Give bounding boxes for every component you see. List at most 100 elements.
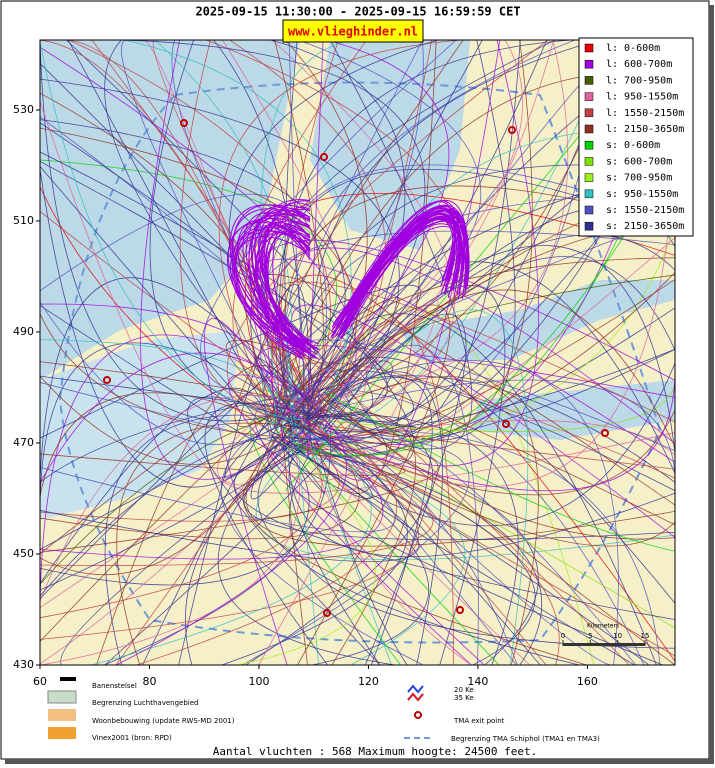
holding-track <box>343 208 469 331</box>
tma-exit-point <box>180 119 188 127</box>
flight-track <box>237 440 376 665</box>
flight-track <box>278 313 657 665</box>
flight-track <box>40 428 323 619</box>
flight-track <box>40 151 388 419</box>
holding-track <box>257 214 311 359</box>
title: 2025-09-15 11:30:00 - 2025-09-15 16:59:5… <box>195 5 520 19</box>
tma-exit-point <box>508 126 516 134</box>
flight-track <box>319 376 539 665</box>
water <box>470 380 675 440</box>
flight-track <box>279 40 539 467</box>
flight-track <box>309 163 675 449</box>
flight-track <box>40 297 400 555</box>
tma-exit-point <box>601 429 609 437</box>
legend-text: TMA exit point <box>453 717 505 725</box>
scale-bar <box>563 643 645 646</box>
shadow <box>5 759 714 764</box>
flight-track <box>289 445 675 649</box>
flight-track <box>270 439 543 665</box>
flight-track <box>267 247 675 449</box>
flight-track <box>299 369 675 492</box>
flight-track <box>283 425 635 665</box>
tma-exit-point <box>103 376 111 384</box>
holding-track <box>233 236 311 345</box>
flight-track <box>274 40 450 427</box>
legend-label: l: 700-950m <box>606 75 672 86</box>
holding-track <box>229 204 311 353</box>
flight-track <box>40 78 400 449</box>
flight-track <box>221 413 408 665</box>
flight-track <box>329 313 467 665</box>
flight-track <box>281 420 675 456</box>
flight-track <box>91 416 372 665</box>
flight-track <box>318 285 506 665</box>
flight-track <box>236 394 675 657</box>
flight-track <box>283 339 675 452</box>
flight-track <box>40 305 373 499</box>
scale-label: 10 <box>613 632 622 640</box>
legend-label: s: 1550-2150m <box>606 205 684 216</box>
flight-track <box>40 41 303 421</box>
tma-exit-point <box>456 606 464 614</box>
y-tick-label: 510 <box>13 214 34 227</box>
flight-track <box>222 40 368 437</box>
shadow <box>709 5 714 763</box>
flight-track <box>260 164 675 440</box>
flight-track <box>104 40 304 426</box>
flight-track <box>318 309 529 665</box>
flight-track <box>60 445 304 665</box>
badge <box>282 19 424 43</box>
flight-track <box>293 40 548 403</box>
legend-label: l: 600-700m <box>606 59 672 70</box>
legend-swatch <box>584 173 594 182</box>
flight-track <box>283 40 576 407</box>
holding-track <box>230 224 311 347</box>
flight-track <box>187 396 381 665</box>
tma-exit-point <box>323 609 331 617</box>
water <box>400 280 675 360</box>
holding-track <box>258 214 314 344</box>
flight-track <box>257 413 580 665</box>
legend-label: s: 0-600m <box>606 140 660 151</box>
flight-track <box>255 437 675 561</box>
y-tick-label: 490 <box>13 325 34 338</box>
flight-track <box>40 420 300 550</box>
legend-swatch <box>584 205 594 215</box>
map-legend: Banenstelsel Begrenzing Luchthavengebied… <box>47 677 600 743</box>
legend-swatch <box>584 157 594 166</box>
flight-track <box>257 230 675 412</box>
flight-track <box>40 398 384 560</box>
flight-track <box>311 375 675 483</box>
scale-title: Kilometers <box>587 623 619 630</box>
legend-text: Woonbebouwing (update RWS-MD 2001) <box>92 717 235 725</box>
flight-track <box>218 40 463 418</box>
scale-label: 0 <box>561 632 565 640</box>
legend-label: s: 600-700m <box>606 156 672 167</box>
x-tick-label: 80 <box>142 675 156 688</box>
flight-track <box>40 277 314 478</box>
flight-track <box>249 418 401 665</box>
flight-track <box>324 391 675 552</box>
flight-track <box>40 395 330 602</box>
flight-track <box>293 412 417 665</box>
holding-track <box>251 212 320 360</box>
flight-track <box>204 402 328 665</box>
flight-track <box>297 150 675 457</box>
flight-track <box>179 40 301 423</box>
flight-track <box>270 342 630 665</box>
legend-swatch <box>584 108 594 118</box>
flight-track <box>243 448 675 541</box>
legend-swatch <box>584 92 594 101</box>
flight-track <box>104 414 299 665</box>
x-tick-label: 160 <box>577 675 598 688</box>
flight-track <box>301 356 675 604</box>
badge-text[interactable]: www.vlieghinder.nl <box>288 25 418 39</box>
legend-swatch <box>584 43 594 53</box>
flight-track <box>203 318 292 665</box>
legend-text: Begrenzing TMA Schiphol (TMA1 en TMA3) <box>451 735 600 743</box>
flight-track <box>279 40 482 396</box>
holding-track <box>335 219 461 331</box>
flight-track <box>40 375 417 428</box>
legend-label: l: 950-1550m <box>606 92 678 103</box>
